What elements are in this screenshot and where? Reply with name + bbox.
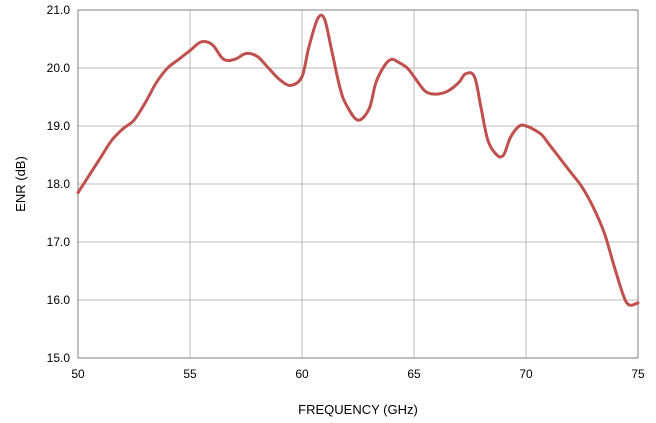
x-tick-label-55: 55	[183, 367, 197, 381]
x-tick-label-75: 75	[631, 367, 645, 381]
y-tick-label-16.0: 16.0	[47, 293, 71, 307]
y-axis-tick-labels: 15.0 16.0 17.0 18.0 19.0 20.0 21.0	[47, 3, 71, 365]
y-tick-label-17.0: 17.0	[47, 235, 71, 249]
y-tick-label-19.0: 19.0	[47, 119, 71, 133]
y-tick-label-20.0: 20.0	[47, 61, 71, 75]
x-axis-tick-labels: 50 55 60 65 70 75	[71, 367, 645, 381]
y-axis-title: ENR (dB)	[13, 156, 28, 212]
x-axis-title: FREQUENCY (GHz)	[298, 402, 418, 417]
plot-frame	[77, 9, 639, 359]
x-tick-label-60: 60	[295, 367, 309, 381]
enr-series-line-0	[76, 13, 640, 307]
y-tick-label-21.0: 21.0	[47, 3, 71, 17]
x-tick-label-50: 50	[71, 367, 85, 381]
y-tick-label-18.0: 18.0	[47, 177, 71, 191]
y-tick-label-15.0: 15.0	[47, 351, 71, 365]
gridlines	[78, 10, 638, 358]
x-tick-label-65: 65	[407, 367, 421, 381]
data-series	[76, 13, 640, 307]
x-tick-label-70: 70	[519, 367, 533, 381]
